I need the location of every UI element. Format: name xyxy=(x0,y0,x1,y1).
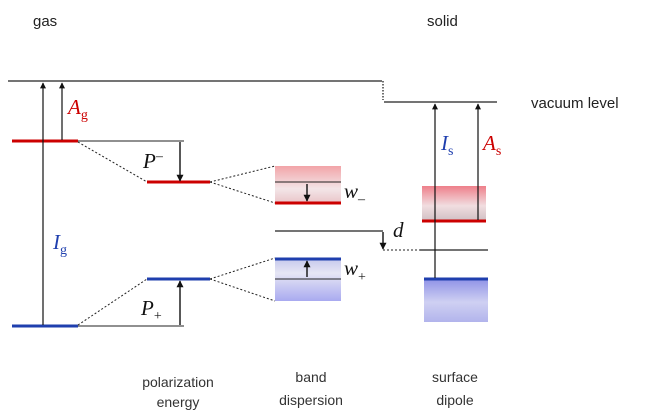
as-label: As xyxy=(481,131,501,159)
ag-label: Ag xyxy=(66,95,88,123)
w-minus-label: w– xyxy=(344,179,366,207)
p-plus-label: P+ xyxy=(140,296,162,324)
svg-text:surface: surface xyxy=(432,369,478,385)
vacuum-level-label: vacuum level xyxy=(531,95,619,112)
svg-text:dispersion: dispersion xyxy=(279,392,343,408)
solid-valence-band xyxy=(424,278,488,322)
svg-text:polarization: polarization xyxy=(142,374,214,390)
homo-polarization-connector xyxy=(77,278,148,326)
vacuum-level-line xyxy=(8,80,497,103)
polarization-energy-caption: polarization energy xyxy=(142,374,214,410)
gas-header: gas xyxy=(33,13,57,30)
is-label: Is xyxy=(440,131,453,159)
conduction-band xyxy=(275,166,341,204)
w-plus-label: w+ xyxy=(344,256,366,285)
svg-text:energy: energy xyxy=(157,394,200,410)
solid-header: solid xyxy=(427,13,458,30)
p-minus-label: P– xyxy=(142,149,164,173)
svg-text:band: band xyxy=(295,369,326,385)
svg-text:dipole: dipole xyxy=(436,392,474,408)
d-label: d xyxy=(393,218,404,242)
solid-conduction-band xyxy=(422,186,486,222)
band-dispersion-connectors xyxy=(209,165,276,302)
surface-dipole-caption: surface dipole xyxy=(432,369,478,408)
band-dispersion-caption: band dispersion xyxy=(279,369,343,408)
ig-label: Ig xyxy=(52,230,67,258)
lumo-polarization-connector xyxy=(77,141,148,183)
